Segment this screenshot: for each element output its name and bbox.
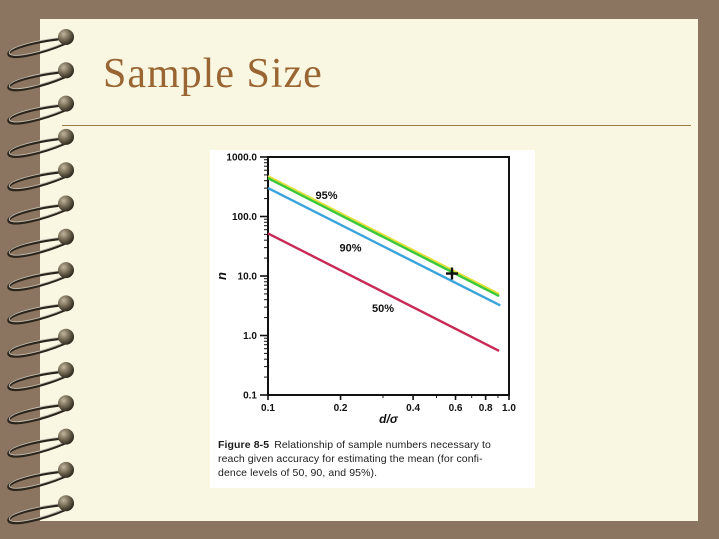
figure-caption-line2: reach given accuracy for estimating the … bbox=[218, 453, 483, 465]
spiral-ring bbox=[7, 328, 74, 358]
spiral-ring bbox=[7, 461, 74, 491]
sample-size-chart: 1000.0 100.0 10.0 1.0 0.1 n 0.1 0.2 0.4 0.6 0.8 1.0… bbox=[214, 153, 516, 427]
series-90%: 90% bbox=[267, 187, 501, 307]
y-tick-label: 100.0 bbox=[232, 212, 257, 223]
x-tick-label: 0.6 bbox=[449, 403, 463, 414]
spiral-binding bbox=[7, 29, 74, 525]
plus-marker bbox=[445, 267, 458, 280]
spiral-ring bbox=[7, 95, 74, 125]
x-tick-label: 0.2 bbox=[334, 403, 348, 414]
series-50%: 50% bbox=[267, 232, 500, 353]
spiral-ring bbox=[7, 428, 74, 458]
figure-caption-line1: Relationship of sample numbers necessary… bbox=[274, 439, 491, 451]
x-tick-label: 0.1 bbox=[261, 403, 275, 414]
spiral-ring bbox=[7, 128, 74, 158]
spiral-ring bbox=[7, 495, 74, 525]
spiral-ring bbox=[7, 295, 74, 325]
series-line bbox=[267, 187, 501, 307]
spiral-ring bbox=[7, 195, 74, 225]
spiral-ring bbox=[7, 395, 74, 425]
y-tick-label: 10.0 bbox=[238, 272, 258, 283]
series-edge-line bbox=[267, 175, 500, 295]
y-tick-label: 1.0 bbox=[243, 331, 257, 342]
series-label: 90% bbox=[340, 243, 362, 255]
title-rule bbox=[62, 125, 691, 126]
series-line bbox=[267, 177, 500, 298]
plot-frame bbox=[267, 156, 510, 396]
figure-caption-label: Figure 8-5 bbox=[218, 439, 270, 451]
spiral-ring bbox=[7, 362, 74, 392]
x-tick-label: 1.0 bbox=[502, 403, 516, 414]
series-label: 95% bbox=[316, 190, 338, 202]
x-axis: 0.1 0.2 0.4 0.6 0.8 1.0 d/σ bbox=[261, 395, 516, 426]
y-tick-label: 0.1 bbox=[243, 391, 257, 402]
figure-caption-line3: dence levels of 50, 90, and 95%). bbox=[218, 467, 378, 479]
x-tick-label: 0.8 bbox=[479, 403, 493, 414]
spiral-ring bbox=[7, 29, 74, 59]
spiral-ring bbox=[7, 262, 74, 292]
x-tick-label: 0.4 bbox=[406, 403, 420, 414]
spiral-ring bbox=[7, 62, 74, 92]
spiral-ring bbox=[7, 162, 74, 192]
y-tick-label: 1000.0 bbox=[226, 153, 257, 164]
series-line bbox=[267, 232, 500, 353]
series-label: 50% bbox=[372, 303, 394, 315]
y-axis: 1000.0 100.0 10.0 1.0 0.1 n bbox=[214, 153, 268, 402]
y-axis-label: n bbox=[214, 272, 229, 280]
series-95%: 95% bbox=[267, 175, 500, 298]
slide-title: Sample Size bbox=[103, 51, 323, 97]
spiral-ring bbox=[7, 228, 74, 258]
figure-panel: 1000.0 100.0 10.0 1.0 0.1 n 0.1 0.2 0.4 0.6 0.8 1.0… bbox=[210, 150, 535, 488]
x-axis-label: d/σ bbox=[379, 412, 399, 426]
figure-caption: Figure 8-5 Relationship of sample numbers… bbox=[218, 438, 528, 480]
